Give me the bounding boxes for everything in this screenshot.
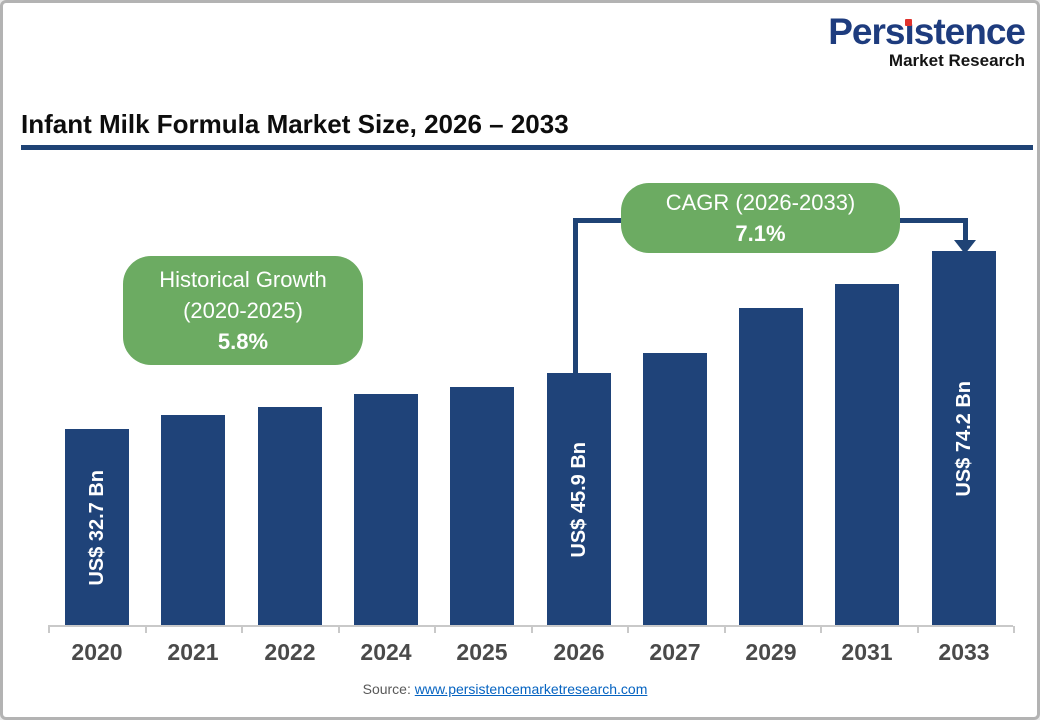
year-label-2020: 2020: [71, 639, 123, 665]
logo-name-i: ı: [904, 11, 914, 52]
bar-2029: [739, 308, 803, 626]
axis-tick: [820, 626, 822, 633]
cagr-connector-right-vertical: [963, 218, 968, 242]
axis-tick: [241, 626, 243, 633]
axis-tick: [145, 626, 147, 633]
logo-name-pre: Pers: [828, 11, 905, 52]
bar-2025: [450, 387, 514, 626]
axis-tick: [48, 626, 50, 633]
bar-2024: [354, 394, 418, 626]
cagr-connector-left-vertical: [573, 218, 578, 379]
year-label-2022: 2022: [264, 639, 316, 665]
year-label-2033: 2033: [938, 639, 990, 665]
year-label-2027: 2027: [649, 639, 701, 665]
bar-2033: US$ 74.2 Bn: [932, 251, 996, 626]
logo-name-post: stence: [913, 11, 1026, 52]
historical-growth-line1: Historical Growth: [159, 267, 327, 292]
bar-value-label-2026: US$ 45.9 Bn: [567, 441, 590, 558]
axis-tick: [434, 626, 436, 633]
bar-value-label-2020: US$ 32.7 Bn: [85, 469, 108, 586]
source-line: Source: www.persistencemarketresearch.co…: [3, 681, 1007, 697]
logo-subtitle: Market Research: [888, 51, 1025, 70]
year-label-2021: 2021: [167, 639, 219, 665]
bar-2022: [258, 407, 322, 626]
axis-tick: [531, 626, 533, 633]
logo-red-dot-icon: [905, 19, 913, 26]
year-label-2029: 2029: [745, 639, 797, 665]
year-label-2026: 2026: [553, 639, 605, 665]
historical-growth-box: Historical Growth (2020-2025) 5.8%: [123, 256, 363, 365]
x-axis-line: [48, 625, 1013, 627]
bar-2021: [161, 415, 225, 626]
cagr-arrow-down-icon: [954, 240, 976, 254]
bar-2031: [835, 284, 899, 626]
bar-2027: [643, 353, 707, 626]
cagr-value: 7.1%: [735, 221, 786, 246]
axis-tick: [338, 626, 340, 633]
cagr-label: CAGR (2026-2033): [665, 190, 856, 215]
bar-value-label-2033: US$ 74.2 Bn: [952, 380, 975, 497]
axis-tick: [917, 626, 919, 633]
bar-2026: US$ 45.9 Bn: [547, 373, 611, 626]
axis-tick: [627, 626, 629, 633]
source-link[interactable]: www.persistencemarketresearch.com: [414, 681, 648, 697]
cagr-box: CAGR (2026-2033) 7.1%: [621, 183, 900, 253]
year-label-2031: 2031: [841, 639, 893, 665]
year-label-2025: 2025: [456, 639, 508, 665]
year-label-2024: 2024: [360, 639, 412, 665]
axis-tick: [724, 626, 726, 633]
historical-growth-line2: (2020-2025): [183, 298, 303, 323]
cagr-connector-right-horizontal: [900, 218, 968, 223]
cagr-connector-left-horizontal: [573, 218, 621, 223]
source-label: Source:: [362, 681, 411, 697]
title-underline: [21, 145, 1033, 150]
logo-name: Persı stence: [828, 11, 1026, 52]
historical-growth-value: 5.8%: [217, 329, 269, 354]
bar-2020: US$ 32.7 Bn: [65, 429, 129, 626]
axis-tick: [1013, 626, 1015, 633]
page-title: Infant Milk Formula Market Size, 2026 – …: [21, 109, 569, 139]
persistence-logo: Persı stence Market Research: [828, 11, 1026, 70]
